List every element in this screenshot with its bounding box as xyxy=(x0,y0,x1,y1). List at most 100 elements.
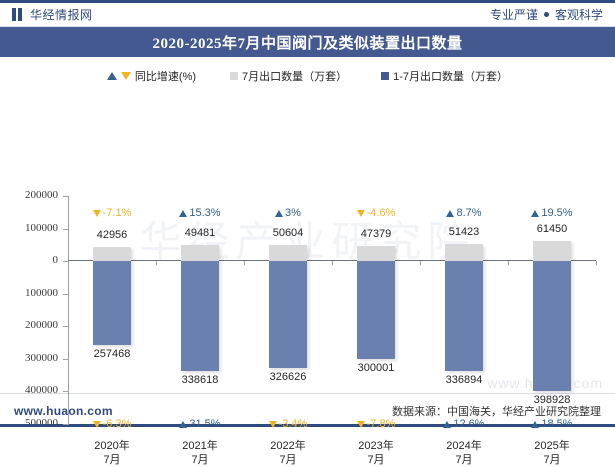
legend-item-growth-rate[interactable]: 同比增速(%) xyxy=(106,68,196,84)
data-label-jan-july-export: 398928 xyxy=(533,394,571,407)
triangle-up-icon xyxy=(106,72,117,80)
bar-july-export[interactable] xyxy=(181,245,219,262)
data-label-july-export: 42956 xyxy=(96,229,128,242)
legend-item-july-export[interactable]: 7月出口数量（万套） xyxy=(230,68,347,84)
y-axis-tick-label: 100000 xyxy=(25,286,58,299)
x-axis-label-month: 7月 xyxy=(191,454,209,466)
data-label-july-export: 51423 xyxy=(448,226,480,239)
y-axis-tick-label: 200000 xyxy=(25,319,58,332)
x-axis-tick xyxy=(68,261,69,266)
x-axis-label-year: 2021年 xyxy=(182,440,218,452)
slogan-left-text: 专业严谨 xyxy=(489,8,538,22)
y-axis-tick xyxy=(63,391,68,393)
growth-label-july: 15.3% xyxy=(189,207,221,219)
bar-july-export[interactable] xyxy=(269,244,307,262)
x-axis-tick xyxy=(332,261,333,266)
growth-label-jan-july: 18.5% xyxy=(541,418,573,430)
x-axis-label-year: 2025年 xyxy=(534,440,570,452)
y-axis-tick-label: 100000 xyxy=(25,221,58,234)
bar-jan-july-export[interactable] xyxy=(93,261,131,345)
chart-plot-area: 华经产业研究院 200000 100000 0 100000 200000 300000 4… xyxy=(0,89,615,466)
growth-label-july: -7.1% xyxy=(102,207,132,219)
bar-jan-july-export[interactable] xyxy=(181,261,219,372)
x-axis-category-label: 2020年 7月 xyxy=(67,439,157,467)
data-label-july-export: 47379 xyxy=(360,227,392,240)
growth-label-july: 8.7% xyxy=(456,207,482,219)
legend-label-jan-july-export: 1-7月出口数量（万套） xyxy=(393,71,509,83)
triangle-up-icon xyxy=(179,209,188,217)
bar-jan-july-export[interactable] xyxy=(445,261,483,371)
triangle-up-icon xyxy=(443,420,452,428)
bar-jan-july-export[interactable] xyxy=(357,261,395,359)
x-axis-category-label: 2022年 7月 xyxy=(243,439,333,467)
growth-label-jan-july: -6.3% xyxy=(102,418,132,430)
growth-rate-july: 3% xyxy=(243,207,333,219)
y-axis-tick xyxy=(63,424,68,425)
slogan-separator-dot-icon xyxy=(543,12,549,17)
y-axis-tick xyxy=(63,261,68,263)
footer-data-source: 数据来源：中国海关，华经产业研究院整理 xyxy=(392,405,601,418)
y-axis-tick xyxy=(63,228,68,230)
x-axis-label-month: 7月 xyxy=(367,454,385,466)
x-axis-tick xyxy=(596,261,597,266)
growth-rate-july: 8.7% xyxy=(419,207,509,219)
bar-july-export[interactable] xyxy=(357,245,395,262)
legend-label-july-export: 7月出口数量（万套） xyxy=(242,71,348,83)
x-axis-category-label: 2021年 7月 xyxy=(155,439,245,467)
legend-item-jan-july-export[interactable]: 1-7月出口数量（万套） xyxy=(381,68,508,84)
bottom-accent-rule xyxy=(0,424,615,427)
x-axis-label-month: 7月 xyxy=(543,454,561,466)
triangle-up-icon xyxy=(179,420,188,428)
data-label-jan-july-export: 257468 xyxy=(93,348,131,360)
growth-label-jan-july: -3.4% xyxy=(278,418,308,430)
y-axis-tick-label: 200000 xyxy=(25,189,58,201)
growth-rate-july: -7.1% xyxy=(67,207,157,219)
data-label-july-export: 61450 xyxy=(536,223,568,236)
growth-rate-july: 15.3% xyxy=(155,207,245,219)
growth-label-jan-july: -7.8% xyxy=(366,418,396,430)
page-header: 华经情报网 专业严谨 客观科学 xyxy=(0,3,615,27)
x-axis-category-label: 2024年 7月 xyxy=(419,439,509,467)
slogan-right-text: 客观科学 xyxy=(554,8,603,22)
top-accent-rule xyxy=(0,0,615,3)
triangle-down-icon xyxy=(92,420,101,428)
y-axis-tick xyxy=(63,293,68,295)
triangle-down-icon xyxy=(92,209,101,217)
data-label-jan-july-export: 326626 xyxy=(269,370,307,383)
triangle-up-icon xyxy=(531,209,540,217)
zero-baseline xyxy=(68,260,596,261)
footer-site-url[interactable]: www.huaon.com xyxy=(14,403,113,418)
bar-july-export[interactable] xyxy=(533,241,571,262)
x-axis-category-label: 2023年 7月 xyxy=(331,439,421,467)
y-axis-tick xyxy=(63,196,68,197)
x-axis-label-year: 2023年 xyxy=(358,440,394,452)
x-axis-label-month: 7月 xyxy=(279,454,297,466)
growth-rate-jan-july: 31.5% xyxy=(155,418,245,430)
bar-july-export[interactable] xyxy=(93,247,131,262)
bar-july-export[interactable] xyxy=(445,244,483,262)
growth-label-jan-july: 12.6% xyxy=(453,418,485,430)
bar-jan-july-export[interactable] xyxy=(533,261,571,392)
page-footer: www.huaon.com 数据来源：中国海关，华经产业研究院整理 xyxy=(0,393,615,427)
x-axis-label-year: 2020年 xyxy=(94,440,130,452)
growth-rate-july: -4.6% xyxy=(331,207,421,219)
y-axis-tick-label: 0 xyxy=(52,254,59,267)
growth-rate-jan-july: 18.5% xyxy=(507,418,597,430)
legend-swatch-blue-icon xyxy=(381,72,390,80)
bar-jan-july-export[interactable] xyxy=(269,261,307,368)
triangle-down-icon xyxy=(268,420,277,428)
x-axis-tick xyxy=(156,261,157,266)
growth-label-jan-july: 31.5% xyxy=(189,418,221,430)
data-label-july-export: 50604 xyxy=(272,226,304,239)
y-axis-tick xyxy=(63,358,68,360)
triangle-down-icon xyxy=(356,209,365,217)
y-axis-tick-label: 300000 xyxy=(25,351,58,364)
x-axis-label-month: 7月 xyxy=(103,454,121,466)
data-label-jan-july-export: 336894 xyxy=(445,373,483,386)
data-label-july-export: 49481 xyxy=(184,227,216,240)
triangle-down-icon xyxy=(120,72,131,80)
x-axis-label-year: 2024年 xyxy=(446,440,482,452)
chart-title-band: 2020-2025年7月中国阀门及类似装置出口数量 xyxy=(0,27,615,57)
logo-mark-icon xyxy=(12,8,24,21)
x-axis-tick xyxy=(508,261,509,266)
